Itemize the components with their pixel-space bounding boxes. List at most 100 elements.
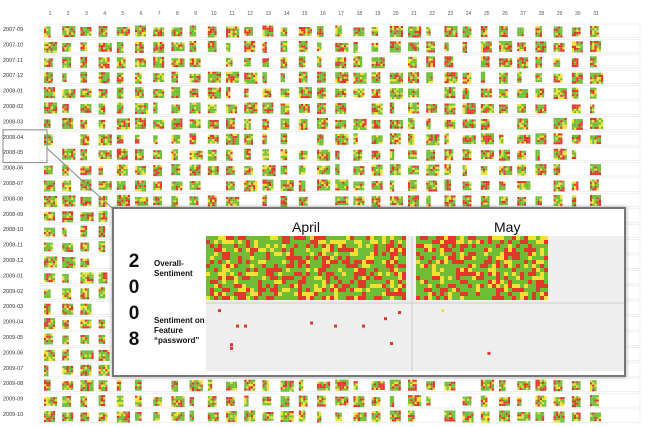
month-row-frame — [39, 23, 641, 38]
day-pixel-block — [517, 196, 526, 206]
day-pixel-block — [189, 40, 197, 52]
day-pixel-block — [298, 196, 308, 206]
day-pixel-block — [98, 166, 103, 175]
day-pixel-block — [80, 303, 92, 315]
day-pixel-block — [317, 395, 326, 407]
day-pixel-block — [389, 119, 403, 129]
day-pixel-block — [116, 411, 130, 423]
day-pixel-block — [353, 41, 358, 53]
day-pixel-block — [280, 118, 290, 130]
day-pixel-block — [517, 381, 531, 390]
day-pixel-block — [226, 411, 237, 422]
day-pixel-block — [207, 26, 217, 38]
day-pixel-block — [98, 42, 112, 52]
day-pixel-block — [44, 180, 55, 192]
day-pixel-block — [426, 118, 431, 130]
day-pixel-block — [262, 41, 267, 53]
day-pixel-block — [517, 104, 526, 113]
day-pixel-block — [480, 181, 490, 190]
day-pixel-block — [80, 179, 92, 191]
day-pixel-block — [426, 56, 435, 68]
day-pixel-block — [444, 72, 458, 84]
year-digit: 0 — [128, 303, 140, 324]
day-pixel-block — [517, 150, 526, 160]
feature-point-april — [398, 311, 401, 314]
day-pixel-block — [353, 196, 365, 206]
day-pixel-block — [517, 89, 529, 98]
day-pixel-block — [135, 379, 142, 391]
day-pixel-block — [335, 72, 349, 84]
day-pixel-block — [80, 71, 87, 83]
day-pixel-block — [62, 349, 69, 361]
day-pixel-block — [590, 40, 601, 52]
month-heading-april: April — [292, 219, 321, 235]
day-pixel-block — [389, 102, 395, 114]
day-pixel-block — [590, 179, 599, 191]
day-tick-label: 24 — [466, 11, 472, 17]
day-pixel-block — [171, 104, 181, 114]
day-pixel-block — [371, 195, 381, 207]
month-heading-may: May — [494, 219, 521, 235]
day-tick-label: 3 — [85, 11, 88, 17]
day-pixel-block — [499, 89, 508, 98]
day-pixel-block — [535, 149, 540, 161]
day-pixel-block — [62, 303, 74, 315]
day-pixel-block — [153, 135, 158, 145]
day-pixel-block — [98, 103, 106, 115]
day-pixel-block — [80, 196, 92, 206]
day-pixel-block — [171, 134, 181, 144]
day-pixel-block — [80, 258, 90, 268]
day-pixel-block — [499, 181, 506, 191]
day-pixel-block — [553, 411, 565, 423]
month-row-frame — [39, 116, 641, 131]
day-pixel-block — [135, 166, 146, 175]
day-pixel-block — [98, 335, 106, 344]
day-pixel-block — [153, 397, 162, 406]
day-pixel-block — [62, 412, 74, 422]
may-overall-pixels — [416, 236, 548, 300]
day-pixel-block — [153, 165, 162, 177]
day-pixel-block — [353, 118, 367, 130]
day-pixel-block — [244, 148, 251, 160]
day-pixel-block — [298, 150, 308, 160]
day-pixel-block — [408, 165, 419, 175]
day-pixel-block — [371, 103, 383, 115]
day-pixel-block — [353, 88, 365, 98]
day-pixel-block — [571, 134, 581, 144]
day-tick-label: 2 — [67, 11, 70, 17]
day-tick-label: 31 — [593, 11, 599, 17]
month-row-label: 2008-06 — [3, 166, 23, 172]
day-pixel-block — [444, 410, 456, 422]
day-pixel-block — [226, 149, 233, 161]
day-pixel-block — [280, 40, 288, 52]
day-pixel-block — [426, 195, 431, 207]
day-pixel-block — [408, 88, 419, 98]
day-pixel-block — [571, 195, 577, 207]
day-tick-label: 8 — [176, 11, 179, 17]
day-pixel-block — [226, 57, 233, 67]
year-digit: 0 — [128, 277, 140, 298]
day-pixel-block — [389, 88, 403, 100]
day-pixel-block — [207, 134, 219, 144]
day-pixel-block — [317, 87, 326, 99]
day-pixel-block — [353, 181, 365, 191]
day-pixel-block — [98, 89, 108, 98]
day-pixel-block — [244, 379, 256, 391]
day-pixel-block — [535, 395, 547, 407]
day-pixel-block — [298, 56, 306, 68]
day-pixel-block — [80, 350, 94, 360]
day-pixel-block — [353, 412, 367, 422]
day-pixel-block — [62, 243, 74, 252]
day-pixel-block — [62, 288, 71, 300]
day-pixel-block — [426, 104, 438, 113]
day-pixel-block — [317, 26, 324, 37]
day-pixel-block — [244, 40, 256, 52]
month-row-label: 2009-04 — [3, 320, 23, 326]
day-pixel-block — [462, 41, 467, 53]
day-tick-label: 7 — [158, 11, 161, 17]
day-pixel-block — [171, 27, 183, 37]
day-pixel-block — [480, 118, 490, 130]
day-pixel-block — [462, 165, 467, 177]
day-pixel-block — [44, 365, 49, 377]
month-row-label: 2007-12 — [3, 73, 23, 79]
